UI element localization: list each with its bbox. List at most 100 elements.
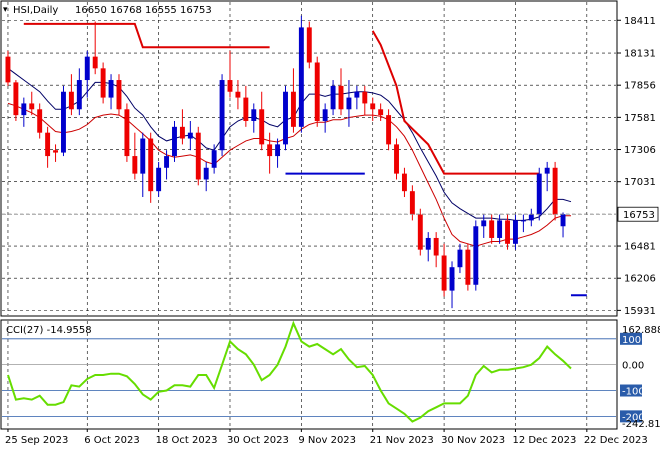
candle [203,161,209,192]
cci-title: CCI(27) -14.9558 [6,325,92,336]
candle [227,50,233,98]
price-tick-label: 17031 [624,177,656,188]
candle-body [544,167,550,174]
price-tick-label: 15931 [624,306,656,317]
candle-body [394,144,399,174]
candle-body [195,132,201,180]
candle-body [243,97,249,121]
candle-body [346,97,352,110]
candle-body [92,56,98,69]
candle [338,68,344,116]
candle-body [29,103,35,110]
candle-body [53,150,59,153]
candle [275,138,281,168]
candle-body [417,214,423,250]
cci-tick-label: 100 [622,335,641,346]
candle-body [235,91,241,98]
candle-body [251,109,257,121]
candle [132,132,138,180]
symbol-dropdown-icon[interactable]: ▾ [3,5,8,15]
candle-body [164,156,170,168]
time-tick-label: 22 Dec 2023 [584,435,648,446]
candle [520,214,526,233]
trailing-stop-line [371,30,540,175]
candle-body [520,220,526,222]
candle [552,161,558,221]
cci-panel-frame [0,319,618,430]
candle [441,243,447,297]
candle [401,167,407,198]
candle-body [370,103,376,110]
price-tick-label: 17306 [624,145,656,156]
candle-body [528,214,534,221]
candle [211,144,217,174]
candle [560,212,566,238]
candle [179,109,185,145]
candle [164,150,170,180]
candle [362,85,368,116]
time-tick-label: 9 Nov 2023 [298,435,356,446]
cci-tick-label: -200 [622,412,645,423]
candle [243,85,249,127]
candle-body [425,237,431,250]
trailing-stop-line [23,22,270,49]
candle-body [433,237,439,256]
candle-body [45,132,51,157]
candle [354,85,360,110]
candle-body [203,167,209,180]
cci-tick-tag [620,410,642,423]
candle-body [179,126,185,139]
candle [290,68,296,133]
candle [195,126,201,186]
cci-tick-tag [620,332,642,345]
candle [394,138,399,180]
candle [148,132,154,203]
candle [68,74,74,116]
candle-body [489,220,495,238]
candle-body [211,150,217,168]
candle [417,208,423,256]
candle-body [314,62,320,121]
symbol-label: HSI,Daily [13,5,58,16]
time-tick-label: 30 Nov 2023 [441,435,505,446]
candle [29,91,35,116]
current-price-tag [617,206,659,222]
price-tick-label: 18131 [624,49,656,60]
candle-body [283,91,288,145]
candle-body [322,109,328,121]
candle [219,74,225,157]
candle [465,243,471,291]
candle-body [465,249,471,285]
candle [84,50,90,98]
candle [314,56,320,127]
candle [156,161,162,198]
candle-body [441,255,447,291]
candle [53,144,59,162]
time-tick-label: 12 Dec 2023 [512,435,576,446]
candle-body [76,80,82,110]
time-axis: 25 Sep 2023 6 Oct 2023 18 Oct 2023 30 Oct 2… [5,429,648,446]
candle-body [290,91,296,127]
candle-body [172,126,177,157]
candle [433,232,439,268]
candle [5,50,11,86]
candle [386,109,392,151]
candle [235,80,241,110]
candle-body [386,115,392,145]
candle-body [267,144,273,157]
candle [370,97,376,121]
candle-body [219,80,225,151]
candle-body [457,249,463,268]
candle [172,120,177,162]
time-tick-label: 18 Oct 2023 [156,435,218,446]
ohlc-values: 16650 16768 16555 16753 [75,5,212,16]
candle-body [148,138,154,192]
candle [13,80,19,121]
candle [346,80,352,127]
time-tick-label: 30 Oct 2023 [227,435,289,446]
candle-body [21,103,27,116]
candle-body [401,173,407,192]
candle-body [481,220,487,227]
